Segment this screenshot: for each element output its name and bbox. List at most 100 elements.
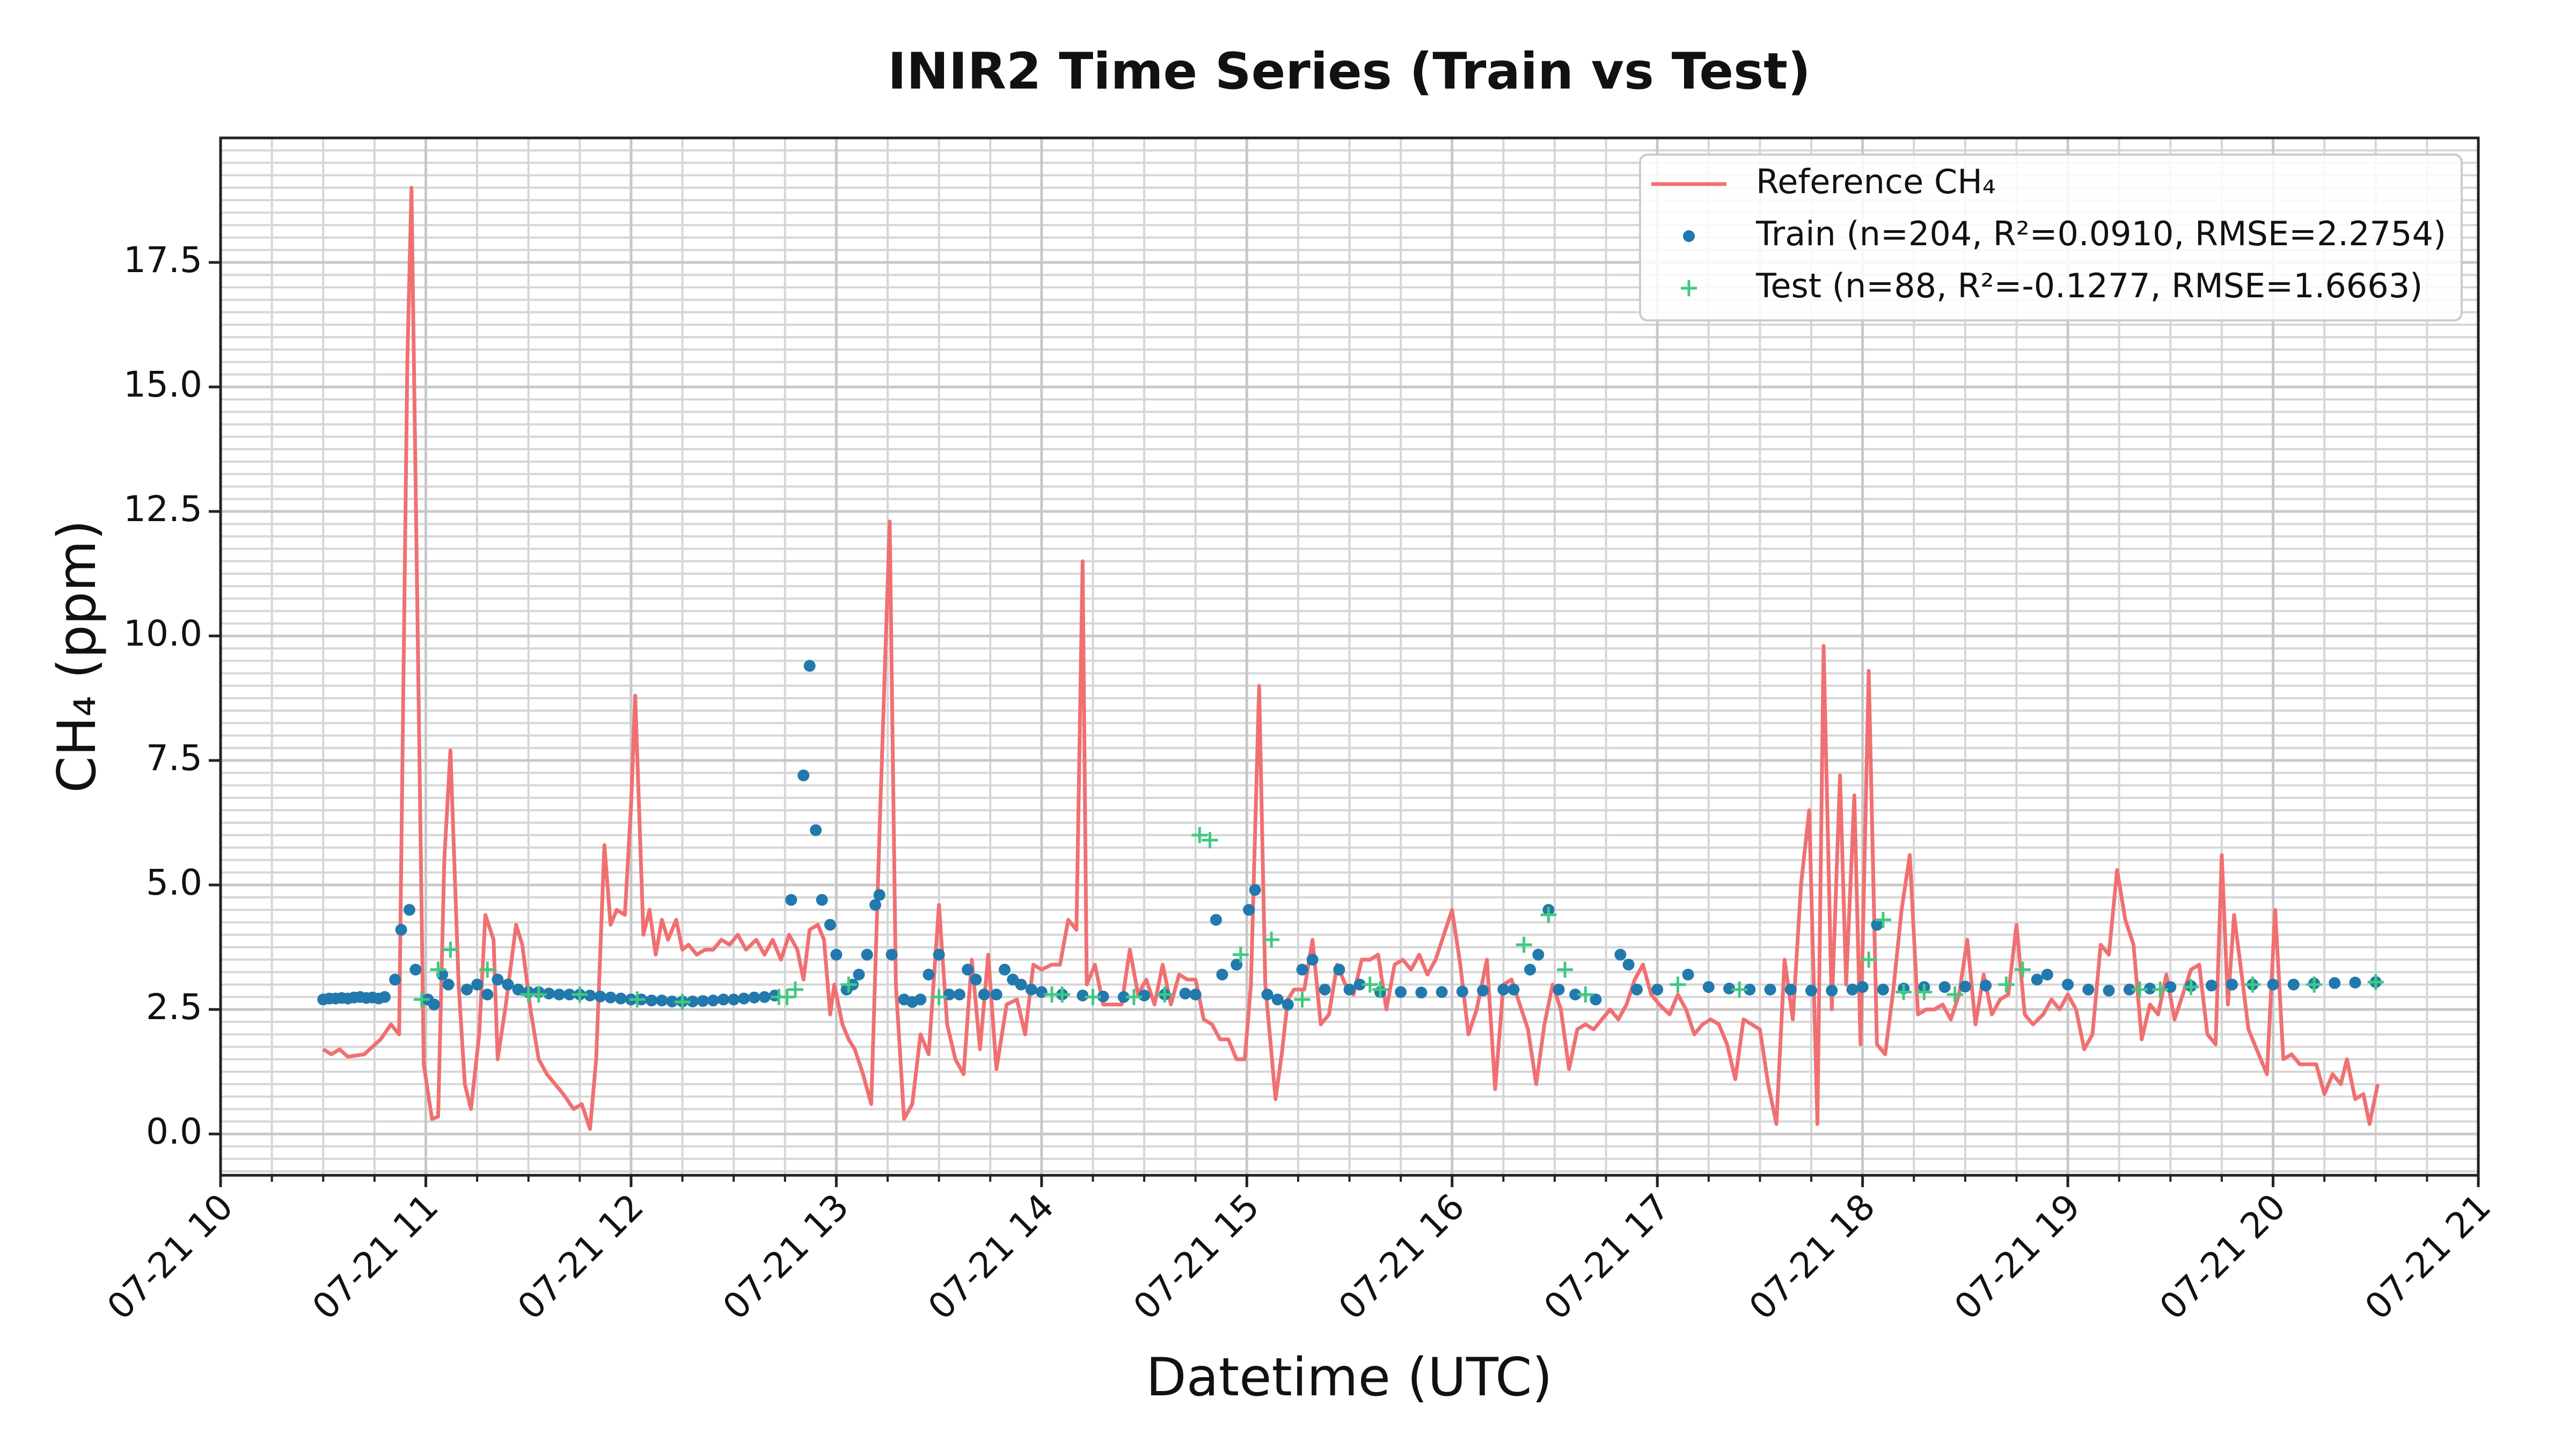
train-point	[998, 963, 1011, 976]
train-point	[1569, 989, 1582, 1001]
test-point	[1875, 911, 1891, 928]
test-point	[1263, 932, 1280, 948]
test-point	[1998, 976, 2015, 993]
train-point	[978, 989, 990, 1001]
train-point	[460, 983, 473, 996]
train-point	[1343, 983, 1356, 996]
test-point	[413, 991, 430, 1008]
train-point	[1622, 958, 1635, 971]
legend-label: Train (n=204, R²=0.0910, RMSE=2.2754)	[1755, 214, 2446, 253]
x-axis-label: Datetime (UTC)	[1146, 1347, 1553, 1408]
test-point	[530, 986, 547, 1003]
train-point	[1271, 993, 1284, 1006]
train-point	[2226, 978, 2238, 991]
train-point	[492, 974, 504, 986]
test-point	[1896, 984, 1912, 1000]
train-point	[2123, 983, 2135, 996]
train-point	[1784, 983, 1797, 996]
train-point	[914, 993, 927, 1006]
train-point	[853, 969, 865, 981]
train-point	[1415, 986, 1428, 999]
train-point	[686, 996, 699, 1008]
train-point	[471, 978, 484, 991]
y-tick-label: 10.0	[123, 613, 202, 654]
train-point	[389, 974, 401, 986]
train-point	[1980, 979, 1992, 992]
train-point	[1138, 989, 1151, 1001]
test-point	[2367, 974, 2384, 990]
train-point	[785, 894, 797, 906]
test-point	[840, 976, 857, 993]
y-tick-label: 7.5	[146, 737, 202, 779]
train-point	[962, 963, 974, 976]
train-point	[869, 899, 882, 911]
train-point	[1532, 948, 1545, 961]
train-point	[1614, 948, 1627, 961]
train-point	[553, 989, 566, 1001]
train-point	[2103, 984, 2115, 997]
train-point	[707, 994, 719, 1007]
train-point	[2062, 978, 2074, 991]
train-point	[1651, 983, 1664, 996]
train-point	[1507, 983, 1520, 996]
test-point	[779, 989, 795, 1005]
train-point	[2041, 969, 2053, 981]
train-point	[378, 991, 391, 1003]
train-point	[614, 992, 627, 1005]
train-point	[953, 989, 965, 1001]
train-point	[1395, 986, 1407, 998]
train-point	[933, 948, 945, 961]
train-point	[1959, 980, 1971, 993]
test-point	[787, 981, 803, 998]
test-point	[430, 961, 447, 978]
test-point	[2131, 981, 2148, 998]
test-point	[1372, 981, 1388, 998]
train-point	[2205, 979, 2218, 992]
legend-label: Test (n=88, R²=-0.1277, RMSE=1.6663)	[1755, 266, 2423, 305]
train-point	[1353, 978, 1366, 991]
test-point	[931, 989, 947, 1005]
train-point	[1590, 993, 1602, 1006]
test-point	[1731, 981, 1748, 998]
train-point	[1210, 913, 1222, 926]
test-point	[674, 994, 691, 1011]
train-point	[861, 948, 873, 961]
train-point	[1117, 991, 1130, 1003]
train-point	[666, 996, 678, 1008]
train-point	[502, 978, 514, 991]
test-point	[2014, 961, 2031, 978]
train-point	[1035, 986, 1048, 998]
train-point	[824, 919, 836, 931]
train-point	[604, 991, 617, 1004]
test-point	[1540, 906, 1557, 923]
test-point	[1577, 986, 1594, 1003]
train-point	[1306, 954, 1319, 966]
train-point	[403, 904, 415, 916]
y-tick-label: 15.0	[123, 364, 202, 405]
train-point	[2349, 976, 2361, 989]
train-point	[738, 992, 750, 1005]
y-tick-label: 2.5	[146, 986, 202, 1028]
test-point	[1670, 976, 1686, 993]
train-point	[1179, 987, 1191, 1000]
y-tick-label: 0.0	[146, 1111, 202, 1152]
train-point	[2267, 978, 2279, 991]
train-point	[594, 990, 606, 1002]
train-point	[797, 769, 810, 781]
test-point	[2244, 976, 2261, 993]
test-point	[1294, 991, 1311, 1008]
train-point	[2164, 981, 2177, 993]
train-point	[1871, 919, 1883, 931]
train-point	[728, 993, 740, 1006]
plot-area	[317, 186, 2384, 1131]
train-point	[1243, 904, 1255, 916]
train-point	[543, 987, 555, 1000]
chart-title: INIR2 Time Series (Train vs Test)	[888, 42, 1811, 101]
train-point	[1938, 981, 1951, 993]
train-point	[2031, 974, 2043, 986]
train-point	[873, 889, 885, 901]
train-point	[1333, 963, 1345, 976]
train-point	[1249, 884, 1261, 896]
train-point	[697, 995, 709, 1007]
